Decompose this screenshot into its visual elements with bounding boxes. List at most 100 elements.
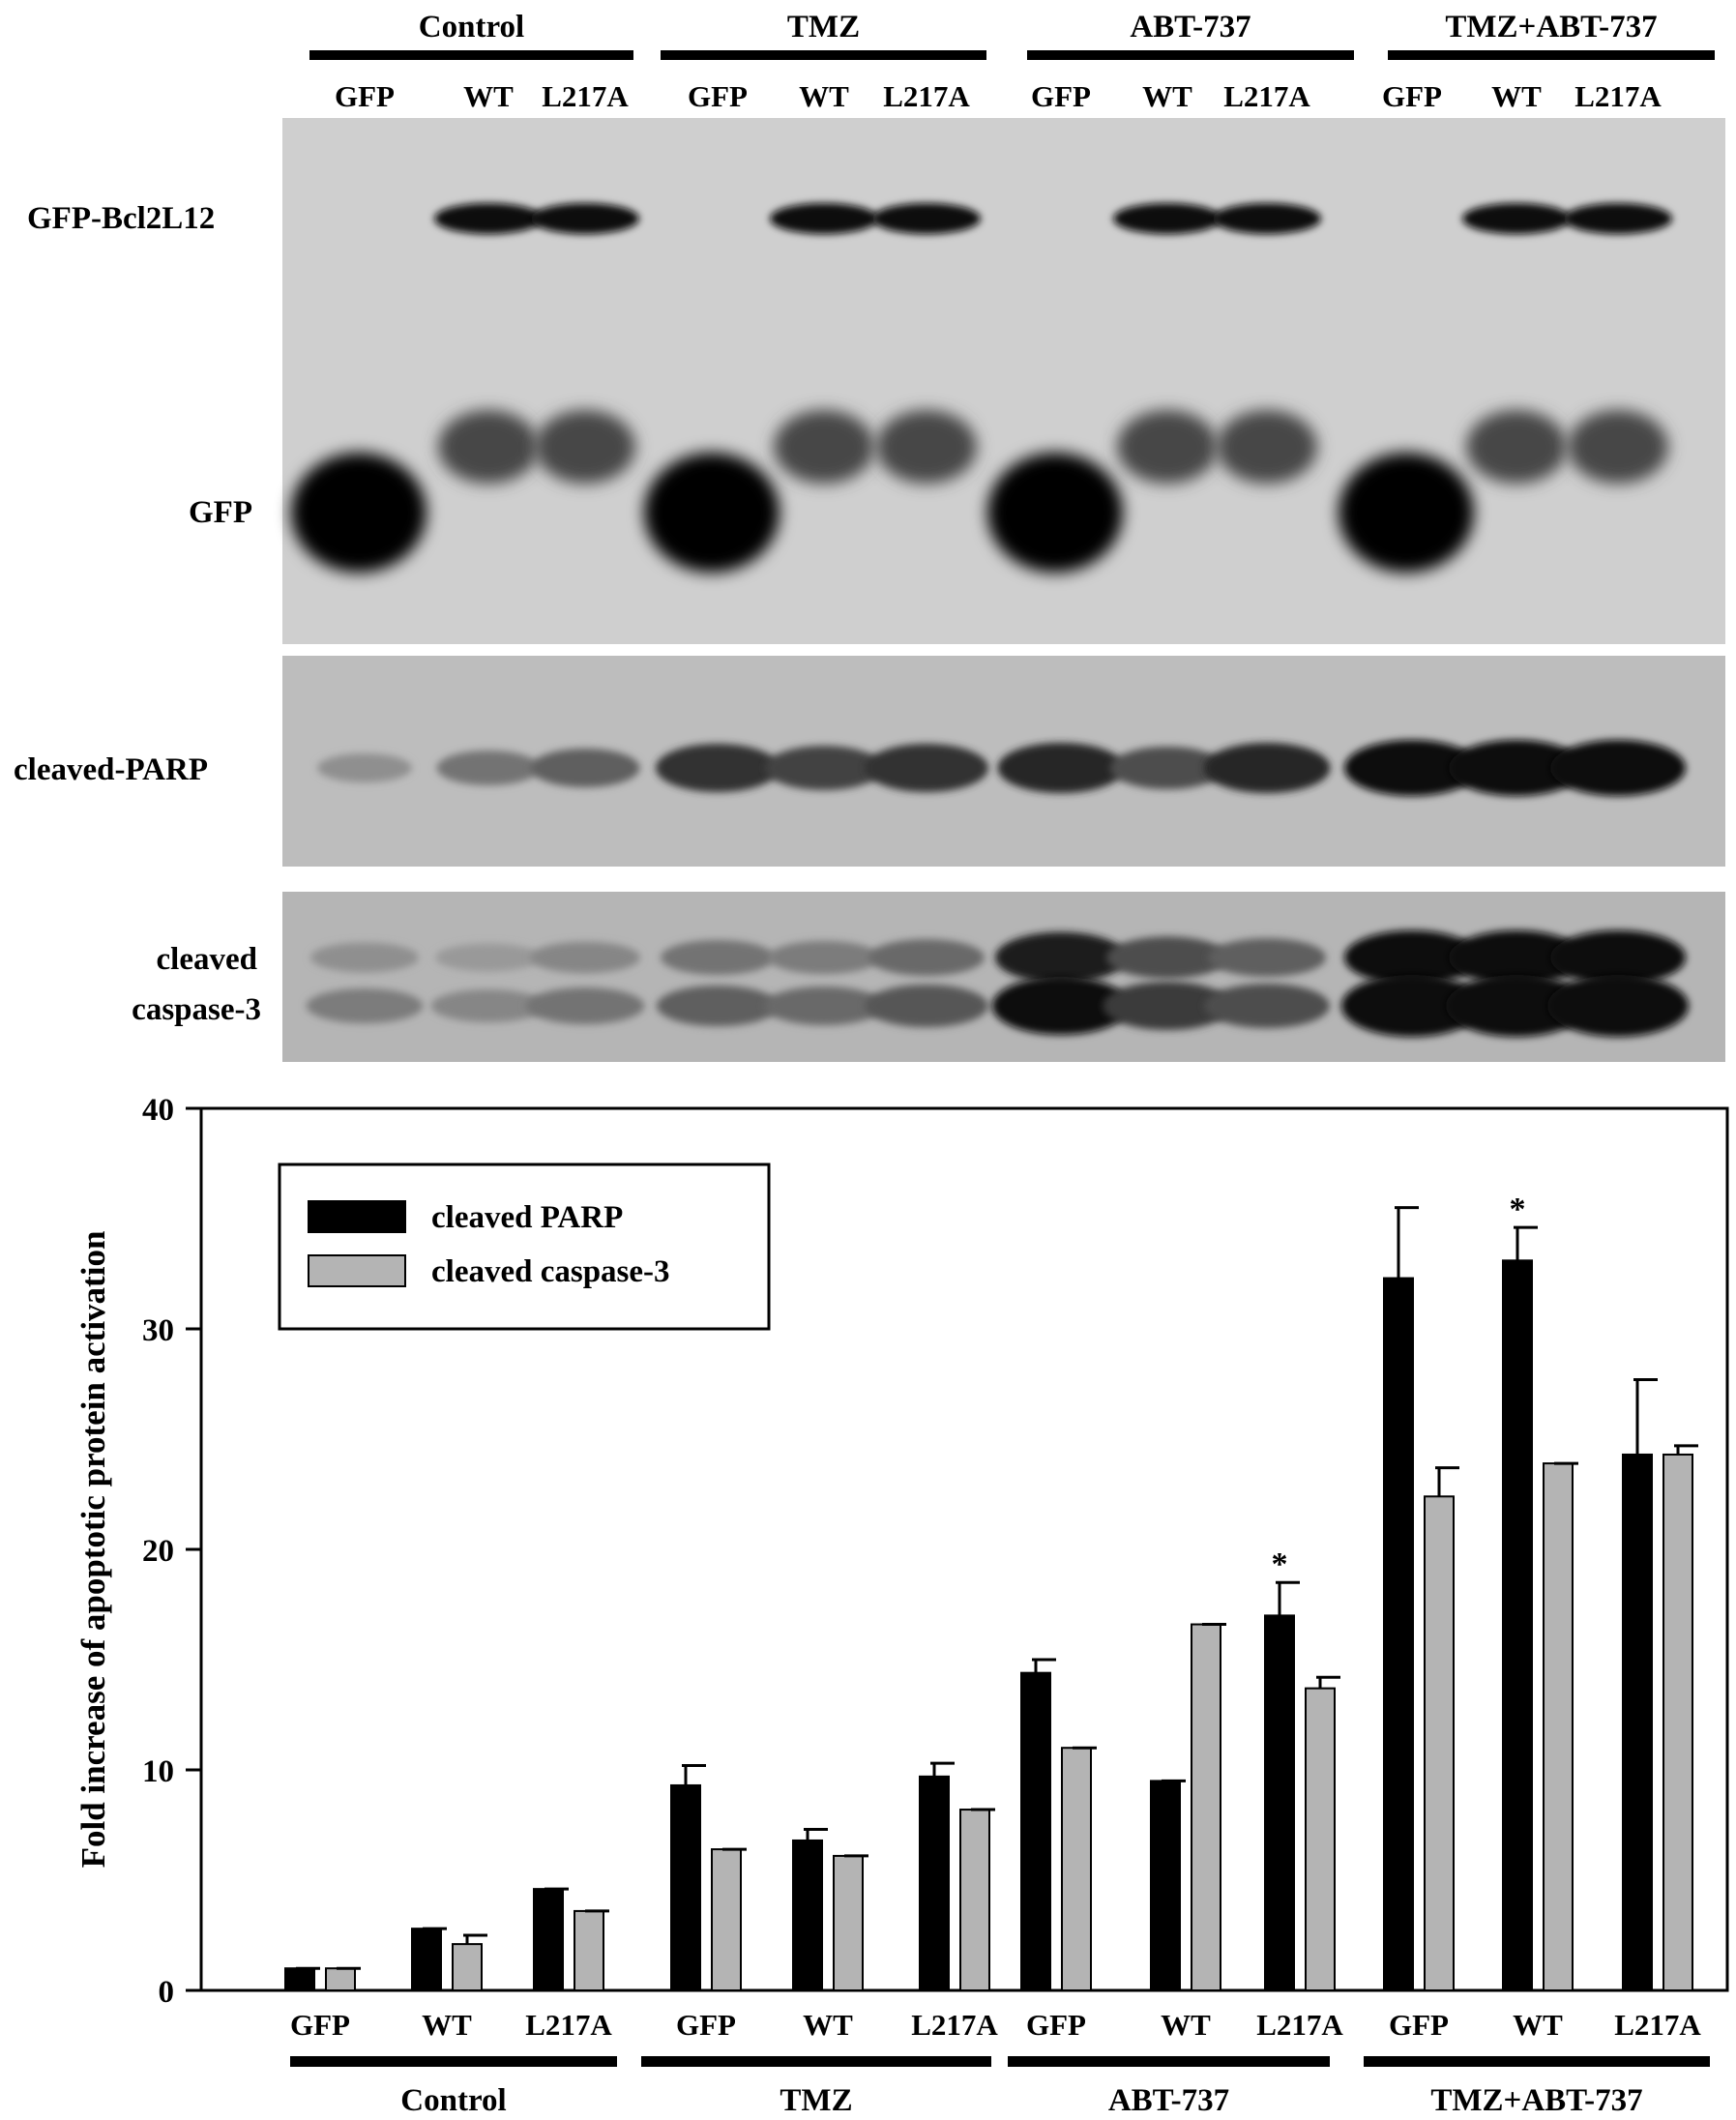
band-cleaved-parp: [865, 744, 988, 792]
band-caspase-lower: [1446, 975, 1587, 1037]
legend-swatch-parp: [308, 1200, 406, 1233]
band-smear: [1466, 410, 1567, 484]
bar-cleaved-caspase: [1305, 1687, 1336, 1991]
band-gfp: [1339, 453, 1474, 573]
bar-cleaved-caspase: [1191, 1623, 1221, 1992]
x-tick-label: L217A: [911, 2008, 998, 2042]
band-caspase-lower: [1103, 982, 1232, 1030]
row-label-gfp: GFP: [189, 495, 252, 530]
band-caspase-upper: [768, 940, 880, 975]
x-group-label: TMZ: [780, 2083, 852, 2118]
blot-lane-label: WT: [1142, 79, 1192, 113]
x-group-bar: [641, 2056, 991, 2067]
bar-cleaved-parp: [1150, 1780, 1181, 1992]
band-cleaved-parp: [436, 751, 541, 785]
x-tick-label: L217A: [525, 2008, 612, 2042]
band-smear: [876, 410, 977, 484]
band-gfp-bcl2l12: [1564, 203, 1672, 234]
bar-cleaved-parp: [1383, 1277, 1414, 1992]
bar-cleaved-caspase: [574, 1909, 604, 1992]
bar-cleaved-parp: [411, 1928, 442, 1992]
blot-panel-2: [282, 656, 1725, 867]
blot-lane-label: GFP: [335, 79, 395, 113]
x-group-bar: [1008, 2056, 1330, 2067]
legend: cleaved PARP cleaved caspase-3: [278, 1163, 771, 1331]
x-tick-label: GFP: [290, 2008, 350, 2042]
blot-group-label: TMZ: [787, 10, 860, 44]
blot-lane-label: WT: [1491, 79, 1542, 113]
bar-cleaved-parp: [1622, 1453, 1653, 1991]
band-smear: [438, 410, 539, 484]
blot-lane-label: WT: [463, 79, 514, 113]
bar-cleaved-parp: [533, 1888, 564, 1991]
x-group-label: TMZ+ABT-737: [1430, 2083, 1642, 2118]
legend-label-caspase: cleaved caspase-3: [431, 1254, 670, 1289]
y-tick-label: 30: [142, 1313, 174, 1348]
band-smear: [1568, 410, 1668, 484]
band-cleaved-parp: [1449, 740, 1584, 796]
band-caspase-lower: [1341, 975, 1483, 1037]
row-label-cleaved-caspase-line1: cleaved: [157, 942, 257, 977]
bar-cleaved-caspase: [325, 1967, 356, 1991]
band-caspase-upper: [1344, 930, 1480, 985]
band-caspase-lower: [306, 988, 424, 1023]
band-gfp-bcl2l12: [1113, 203, 1221, 234]
y-axis-label: Fold increase of apoptotic protein activ…: [74, 1231, 112, 1869]
band-cleaved-parp: [765, 746, 883, 790]
blot-group-label: Control: [419, 10, 524, 44]
band-caspase-lower: [1204, 984, 1330, 1028]
bar-cleaved-parp: [1020, 1671, 1051, 1992]
x-axis: GFP WT L217A GFP WT L217A GFP WT L217A GFP WT L217A…: [290, 2008, 1710, 2118]
band-gfp: [987, 453, 1123, 573]
blot-lane-label: WT: [799, 79, 849, 113]
band-gfp: [291, 453, 427, 573]
band-caspase-lower: [430, 989, 546, 1022]
band-caspase-upper: [995, 931, 1127, 984]
band-smear: [535, 410, 635, 484]
y-axis: 0 10 20 30 40: [142, 1093, 201, 2010]
blot-panel-1: [282, 118, 1725, 644]
band-caspase-upper: [1106, 936, 1228, 979]
bar-cleaved-parp: [919, 1775, 950, 1991]
blot-lane-label: L217A: [542, 79, 629, 113]
x-group-label: Control: [400, 2083, 506, 2118]
bar-cleaved-caspase: [833, 1854, 864, 1992]
x-tick-label: GFP: [1026, 2008, 1086, 2042]
bar-cleaved-caspase: [959, 1809, 990, 1992]
row-label-gfp-bcl2l12: GFP-Bcl2L12: [27, 201, 215, 236]
band-cleaved-parp: [1344, 740, 1480, 796]
blot-lane-label: L217A: [1223, 79, 1310, 113]
band-caspase-lower: [763, 986, 885, 1025]
x-tick-label: GFP: [676, 2008, 736, 2042]
bar-cleaved-parp: [670, 1783, 701, 1991]
band-cleaved-parp: [1203, 743, 1331, 793]
blot-lane-label: L217A: [883, 79, 970, 113]
x-group-bar: [290, 2056, 617, 2067]
blot-group-bar: [1027, 50, 1354, 60]
blot-group-label: ABT-737: [1130, 10, 1251, 44]
band-smear: [1217, 410, 1317, 484]
band-caspase-lower: [991, 977, 1131, 1035]
x-tick-label: GFP: [1389, 2008, 1449, 2042]
bar-cleaved-caspase: [1543, 1462, 1574, 1991]
bar-cleaved-caspase: [1662, 1453, 1693, 1991]
x-tick-label: L217A: [1614, 2008, 1701, 2042]
band-caspase-lower: [1547, 975, 1689, 1037]
bar-cleaved-parp: [1502, 1259, 1533, 1991]
blot-group-bar: [661, 50, 986, 60]
x-group-bar: [1364, 2056, 1710, 2067]
bars: **: [284, 1192, 1698, 1992]
band-caspase-upper: [435, 943, 542, 972]
row-label-cleaved-parp: cleaved-PARP: [14, 752, 208, 787]
legend-swatch-caspase: [308, 1254, 406, 1287]
y-tick-label: 20: [142, 1534, 174, 1569]
bar-cleaved-caspase: [1424, 1495, 1455, 1992]
band-gfp-bcl2l12: [1213, 203, 1321, 234]
blot-group-bar: [1388, 50, 1715, 60]
bar-cleaved-caspase: [711, 1848, 742, 1991]
blot-group-bar: [309, 50, 633, 60]
blot-lane-label: GFP: [688, 79, 748, 113]
band-gfp-bcl2l12: [434, 203, 543, 234]
row-label-cleaved-caspase-line2: caspase-3: [132, 992, 261, 1027]
